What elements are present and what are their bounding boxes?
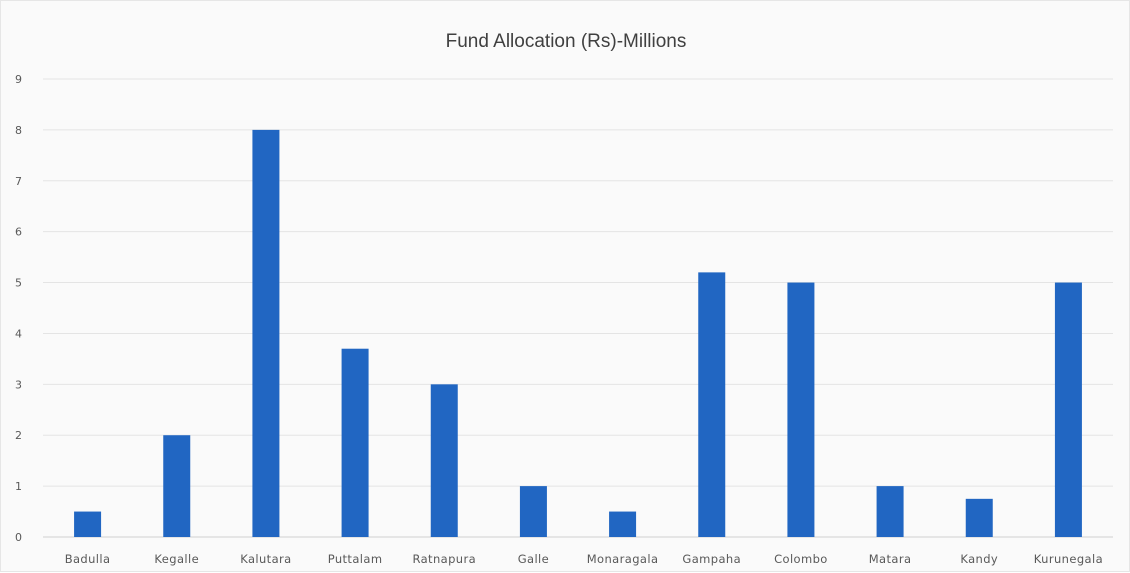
bar-galle: [519, 486, 547, 537]
y-tick-label: 3: [15, 378, 22, 391]
y-tick-label: 2: [15, 429, 22, 442]
y-tick-label: 1: [15, 480, 22, 493]
y-tick-label: 9: [15, 73, 22, 86]
x-tick-label: Badulla: [65, 552, 111, 566]
bar-ratnapura: [430, 384, 458, 537]
x-tick-label: Kalutara: [240, 552, 291, 566]
x-tick-label: Matara: [869, 552, 912, 566]
bars: [74, 129, 1082, 537]
x-tick-label: Galle: [518, 552, 549, 566]
y-tick-label: 8: [15, 124, 22, 137]
bar-kandy: [965, 498, 993, 537]
x-tick-label: Colombo: [774, 552, 828, 566]
bar-kalutara: [252, 129, 280, 537]
x-axis: Badulla Kegalle Kalutara Puttalam Ratnapura G…: [65, 552, 1103, 566]
x-tick-label: Ratnapura: [412, 552, 476, 566]
x-tick-label: Kurunegala: [1034, 552, 1103, 566]
bar-gampaha: [698, 272, 726, 537]
x-tick-label: Kandy: [960, 552, 998, 566]
x-tick-label: Gampaha: [682, 552, 741, 566]
bar-kegalle: [163, 435, 191, 537]
y-axis: 0 1 2 3 4 5 6 7 8 9: [15, 73, 22, 544]
chart-title: Fund Allocation (Rs)-Millions: [445, 31, 687, 52]
y-tick-label: 4: [15, 327, 22, 340]
y-tick-label: 0: [15, 531, 22, 544]
bar-monaragala: [609, 511, 637, 537]
y-tick-label: 6: [15, 226, 22, 239]
y-tick-label: 7: [15, 175, 22, 188]
y-tick-label: 5: [15, 277, 22, 290]
bar-puttalam: [341, 348, 369, 537]
x-tick-label: Puttalam: [328, 552, 383, 566]
bar-badulla: [74, 511, 102, 537]
bar-colombo: [787, 282, 815, 537]
x-tick-label: Monaragala: [587, 552, 659, 566]
x-tick-label: Kegalle: [154, 552, 199, 566]
gridlines: [43, 78, 1113, 538]
bar-kurunegala: [1054, 282, 1082, 537]
bar-matara: [876, 486, 904, 537]
